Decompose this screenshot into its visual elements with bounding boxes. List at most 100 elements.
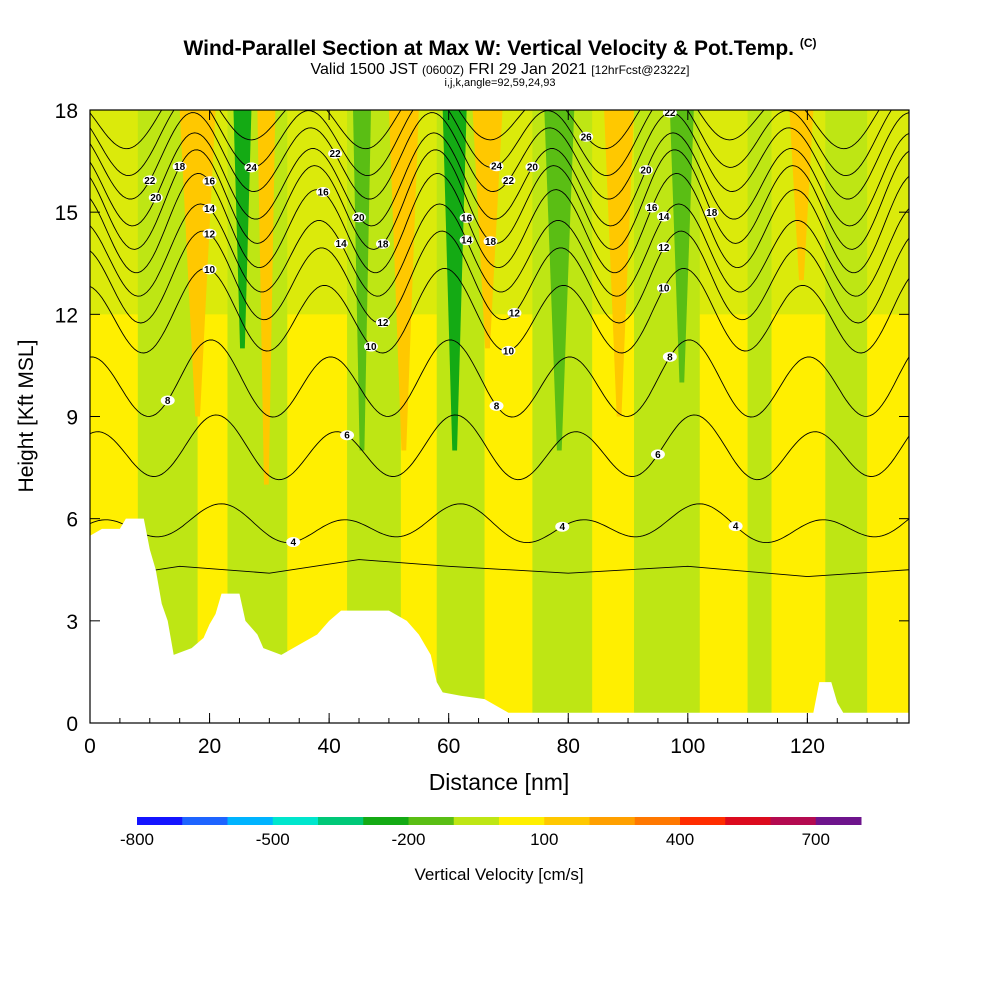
contour-label-bg [334,238,349,249]
colorbar-tick-label: -800 [120,830,154,849]
contour-label: 10 [503,346,515,357]
colorbar-swatch [453,817,500,825]
contour-label-bg [555,521,570,532]
contour-label: 20 [353,213,365,224]
velocity-band [353,110,371,451]
contour-label: 24 [246,163,258,174]
contour-label-bg [644,202,659,213]
contour-label-bg [459,212,474,223]
contour-label: 12 [658,243,670,254]
contour-label: 12 [204,229,216,240]
contour-label-bg [489,400,504,411]
y-tick-label: 6 [66,509,78,532]
contour-label: 16 [461,213,473,224]
contour-label-bg [340,430,355,441]
x-tick-label: 60 [437,735,460,758]
contour-label-bg [704,207,719,218]
y-axis: 0 3 6 9 12 15 18 [55,100,909,736]
contour-label-bg [172,161,187,172]
contour-label: 4 [733,522,739,533]
copyright-mark: (C) [799,36,817,50]
contour-label: 12 [377,318,389,329]
contour-label-bg [656,283,671,294]
colorbar-tick-label: 400 [666,830,694,849]
contour-label-bg [483,236,498,247]
theta-contour [90,503,909,544]
colorbar-swatch [680,817,726,825]
colorbar-swatch [815,817,862,825]
y-tick-label: 3 [66,611,78,634]
theta-contour [90,559,909,581]
x-axis-label: Distance [nm] [429,769,570,795]
contour-label: 20 [527,162,539,173]
contour-label-bg [142,175,157,186]
contour-label: 22 [664,108,676,119]
contour-label-bg [160,395,175,406]
y-axis-label: Height [Kft MSL] [15,340,38,493]
x-tick-label: 80 [557,735,580,758]
contour-label: 24 [491,162,503,173]
theta-contour [90,203,909,297]
contour-label-bg [459,235,474,246]
contour-label: 14 [336,239,348,250]
colorbar-swatch [725,817,771,825]
x-axis: 0 20 40 60 80 100 120 [84,110,898,758]
contour-label: 20 [150,193,162,204]
contour-label-bg [148,192,163,203]
contour-label-bg [202,203,217,214]
chart-title: Wind-Parallel Section at Max W: Vertical… [0,36,1000,61]
contour-label: 8 [165,396,171,407]
contour-label-bg [501,175,516,186]
contour-label: 8 [494,401,500,412]
contour-label-bg [525,161,540,172]
theta-contour [90,268,909,354]
velocity-band [179,110,216,417]
terrain [90,518,909,723]
contour-label: 4 [559,522,565,533]
contour-label-bg [286,537,301,548]
contour-label-bg [662,110,677,118]
contour-label: 16 [318,187,330,198]
contour-label: 6 [344,431,350,442]
contour-label: 16 [646,203,658,214]
contour-label-bg [663,91,677,101]
contour-label-bg [656,211,671,222]
colorbar-tick-label: -500 [256,830,290,849]
colorbar-swatch [137,817,183,825]
velocity-band [604,110,635,417]
valid-zulu: (0600Z) [422,63,465,77]
velocity-band [257,110,276,485]
colorbar-swatch [770,817,817,825]
contour-label: 24 [664,91,676,102]
contour-label-bg [375,238,390,249]
contour-label: 18 [174,162,186,173]
colorbar-swatch [589,817,636,825]
velocity-band [544,110,575,451]
contour-label: 16 [204,177,216,188]
contour-label-bg [650,449,665,460]
colorbar-swatch [182,817,228,825]
colorbar-title: Vertical Velocity [cm/s] [414,865,583,884]
theta-contour [90,110,880,150]
contour-label: 8 [667,352,673,363]
contour-label-bg [375,317,390,328]
valid-date: FRI 29 Jan 2021 [468,61,587,78]
grid-params: i,j,k,angle=92,59,24,93 [444,77,556,89]
contour-label: 10 [658,284,670,295]
colorbar-swatch [634,817,681,825]
contour-label: 10 [204,265,216,276]
contour-label: 6 [655,450,661,461]
x-tick-label: 120 [790,735,825,758]
colorbar-swatch [363,817,409,825]
contour-label: 12 [509,309,521,320]
contour-label: 18 [485,237,497,248]
valid-time: Valid 1500 JST [310,61,418,78]
contour-label: 22 [144,176,156,187]
contour-label-bg [244,162,259,173]
colorbar-swatch [318,817,364,825]
title-main: Wind-Parallel Section at Max W: Vertical… [183,37,794,60]
colorbar-swatch [408,817,455,825]
y-tick-label: 15 [55,202,78,225]
contour-label-bg [202,264,217,275]
